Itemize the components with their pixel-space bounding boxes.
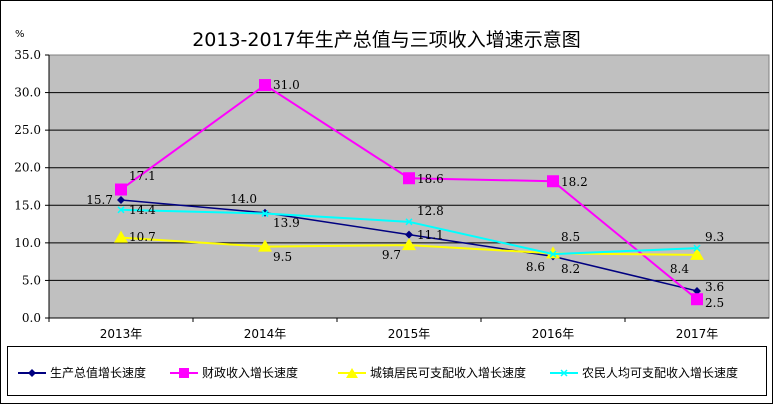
- legend-marker-icon: [18, 368, 46, 377]
- data-point: [261, 210, 269, 218]
- legend-marker-icon: [170, 367, 198, 378]
- legend-item: 生产总值增长速度: [18, 364, 146, 381]
- data-point: [690, 247, 704, 260]
- legend-label: 财政收入增长速度: [202, 366, 299, 380]
- legend: 生产总值增长速度 财政收入增长速度 城镇居民可支配收入增长速度 农民人均可支配收入增长…: [7, 346, 767, 396]
- y-tick-label: 0.0: [22, 311, 41, 325]
- x-tick-label: 2017年: [676, 327, 719, 341]
- data-point: [405, 230, 413, 239]
- data-point: [693, 286, 701, 295]
- data-label: 15.7: [86, 193, 113, 207]
- data-point: [117, 206, 125, 214]
- data-label: 11.1: [417, 228, 444, 242]
- legend-marker-icon: [338, 367, 366, 378]
- data-label: 18.2: [561, 175, 588, 189]
- y-tick-label: 20.0: [14, 161, 41, 175]
- data-point: [547, 175, 559, 188]
- y-tick-label: 15.0: [14, 198, 41, 212]
- x-tick-label: 2016年: [532, 327, 575, 341]
- data-label: 9.3: [705, 230, 724, 244]
- data-label: 18.6: [417, 172, 444, 186]
- data-point: [114, 230, 128, 243]
- data-label: 9.5: [273, 250, 292, 264]
- data-label: 31.0: [273, 78, 300, 92]
- data-point: [403, 172, 415, 185]
- data-label: 8.5: [561, 230, 580, 244]
- y-tick-label: 35.0: [14, 48, 41, 62]
- data-label: 12.8: [417, 204, 444, 218]
- data-point: [691, 293, 703, 306]
- data-label: 8.6: [526, 260, 545, 274]
- data-point: [402, 238, 416, 251]
- x-tick-label: 2015年: [388, 327, 431, 341]
- data-point: [405, 218, 413, 226]
- chart-title: 2013-2017年生产总值与三项收入增速示意图: [192, 29, 581, 51]
- data-label: 13.9: [273, 216, 300, 230]
- y-tick-label: 10.0: [14, 236, 41, 250]
- data-point: [258, 239, 272, 252]
- legend-item: 农民人均可支配收入增长速度: [550, 364, 738, 381]
- data-point: [693, 244, 701, 252]
- legend-item: 财政收入增长速度: [170, 364, 298, 381]
- legend-marker-icon: [550, 368, 578, 377]
- data-point: [117, 196, 125, 205]
- x-tick-label: 2014年: [244, 327, 287, 341]
- data-point: [549, 250, 557, 258]
- data-label: 10.7: [129, 230, 156, 244]
- data-label: 14.0: [230, 192, 257, 206]
- data-label: 2.5: [705, 296, 724, 310]
- legend-item: 城镇居民可支配收入增长速度: [338, 364, 526, 381]
- data-label: 17.1: [129, 169, 156, 183]
- data-label: 8.4: [670, 262, 689, 276]
- data-point: [259, 79, 271, 92]
- legend-label: 城镇居民可支配收入增长速度: [370, 366, 527, 380]
- data-label: 8.2: [561, 262, 580, 276]
- data-label: 9.7: [382, 248, 401, 262]
- y-tick-label: 5.0: [22, 273, 41, 287]
- y-tick-label: 30.0: [14, 86, 41, 100]
- legend-label: 生产总值增长速度: [50, 366, 147, 380]
- data-point: [115, 183, 127, 196]
- data-point: [546, 246, 560, 259]
- legend-label: 农民人均可支配收入增长速度: [582, 366, 739, 380]
- plot-area: 0.0 5.0 10.0 15.0 20.0 25.0 30.0 35.0 2013年 2014年…: [14, 48, 770, 341]
- y-tick-label: 25.0: [14, 123, 41, 137]
- y-axis-unit: %: [15, 29, 25, 40]
- x-tick-label: 2013年: [100, 327, 143, 341]
- plot-background: [48, 54, 770, 319]
- data-label: 3.6: [705, 280, 724, 294]
- data-label: 14.4: [129, 203, 156, 217]
